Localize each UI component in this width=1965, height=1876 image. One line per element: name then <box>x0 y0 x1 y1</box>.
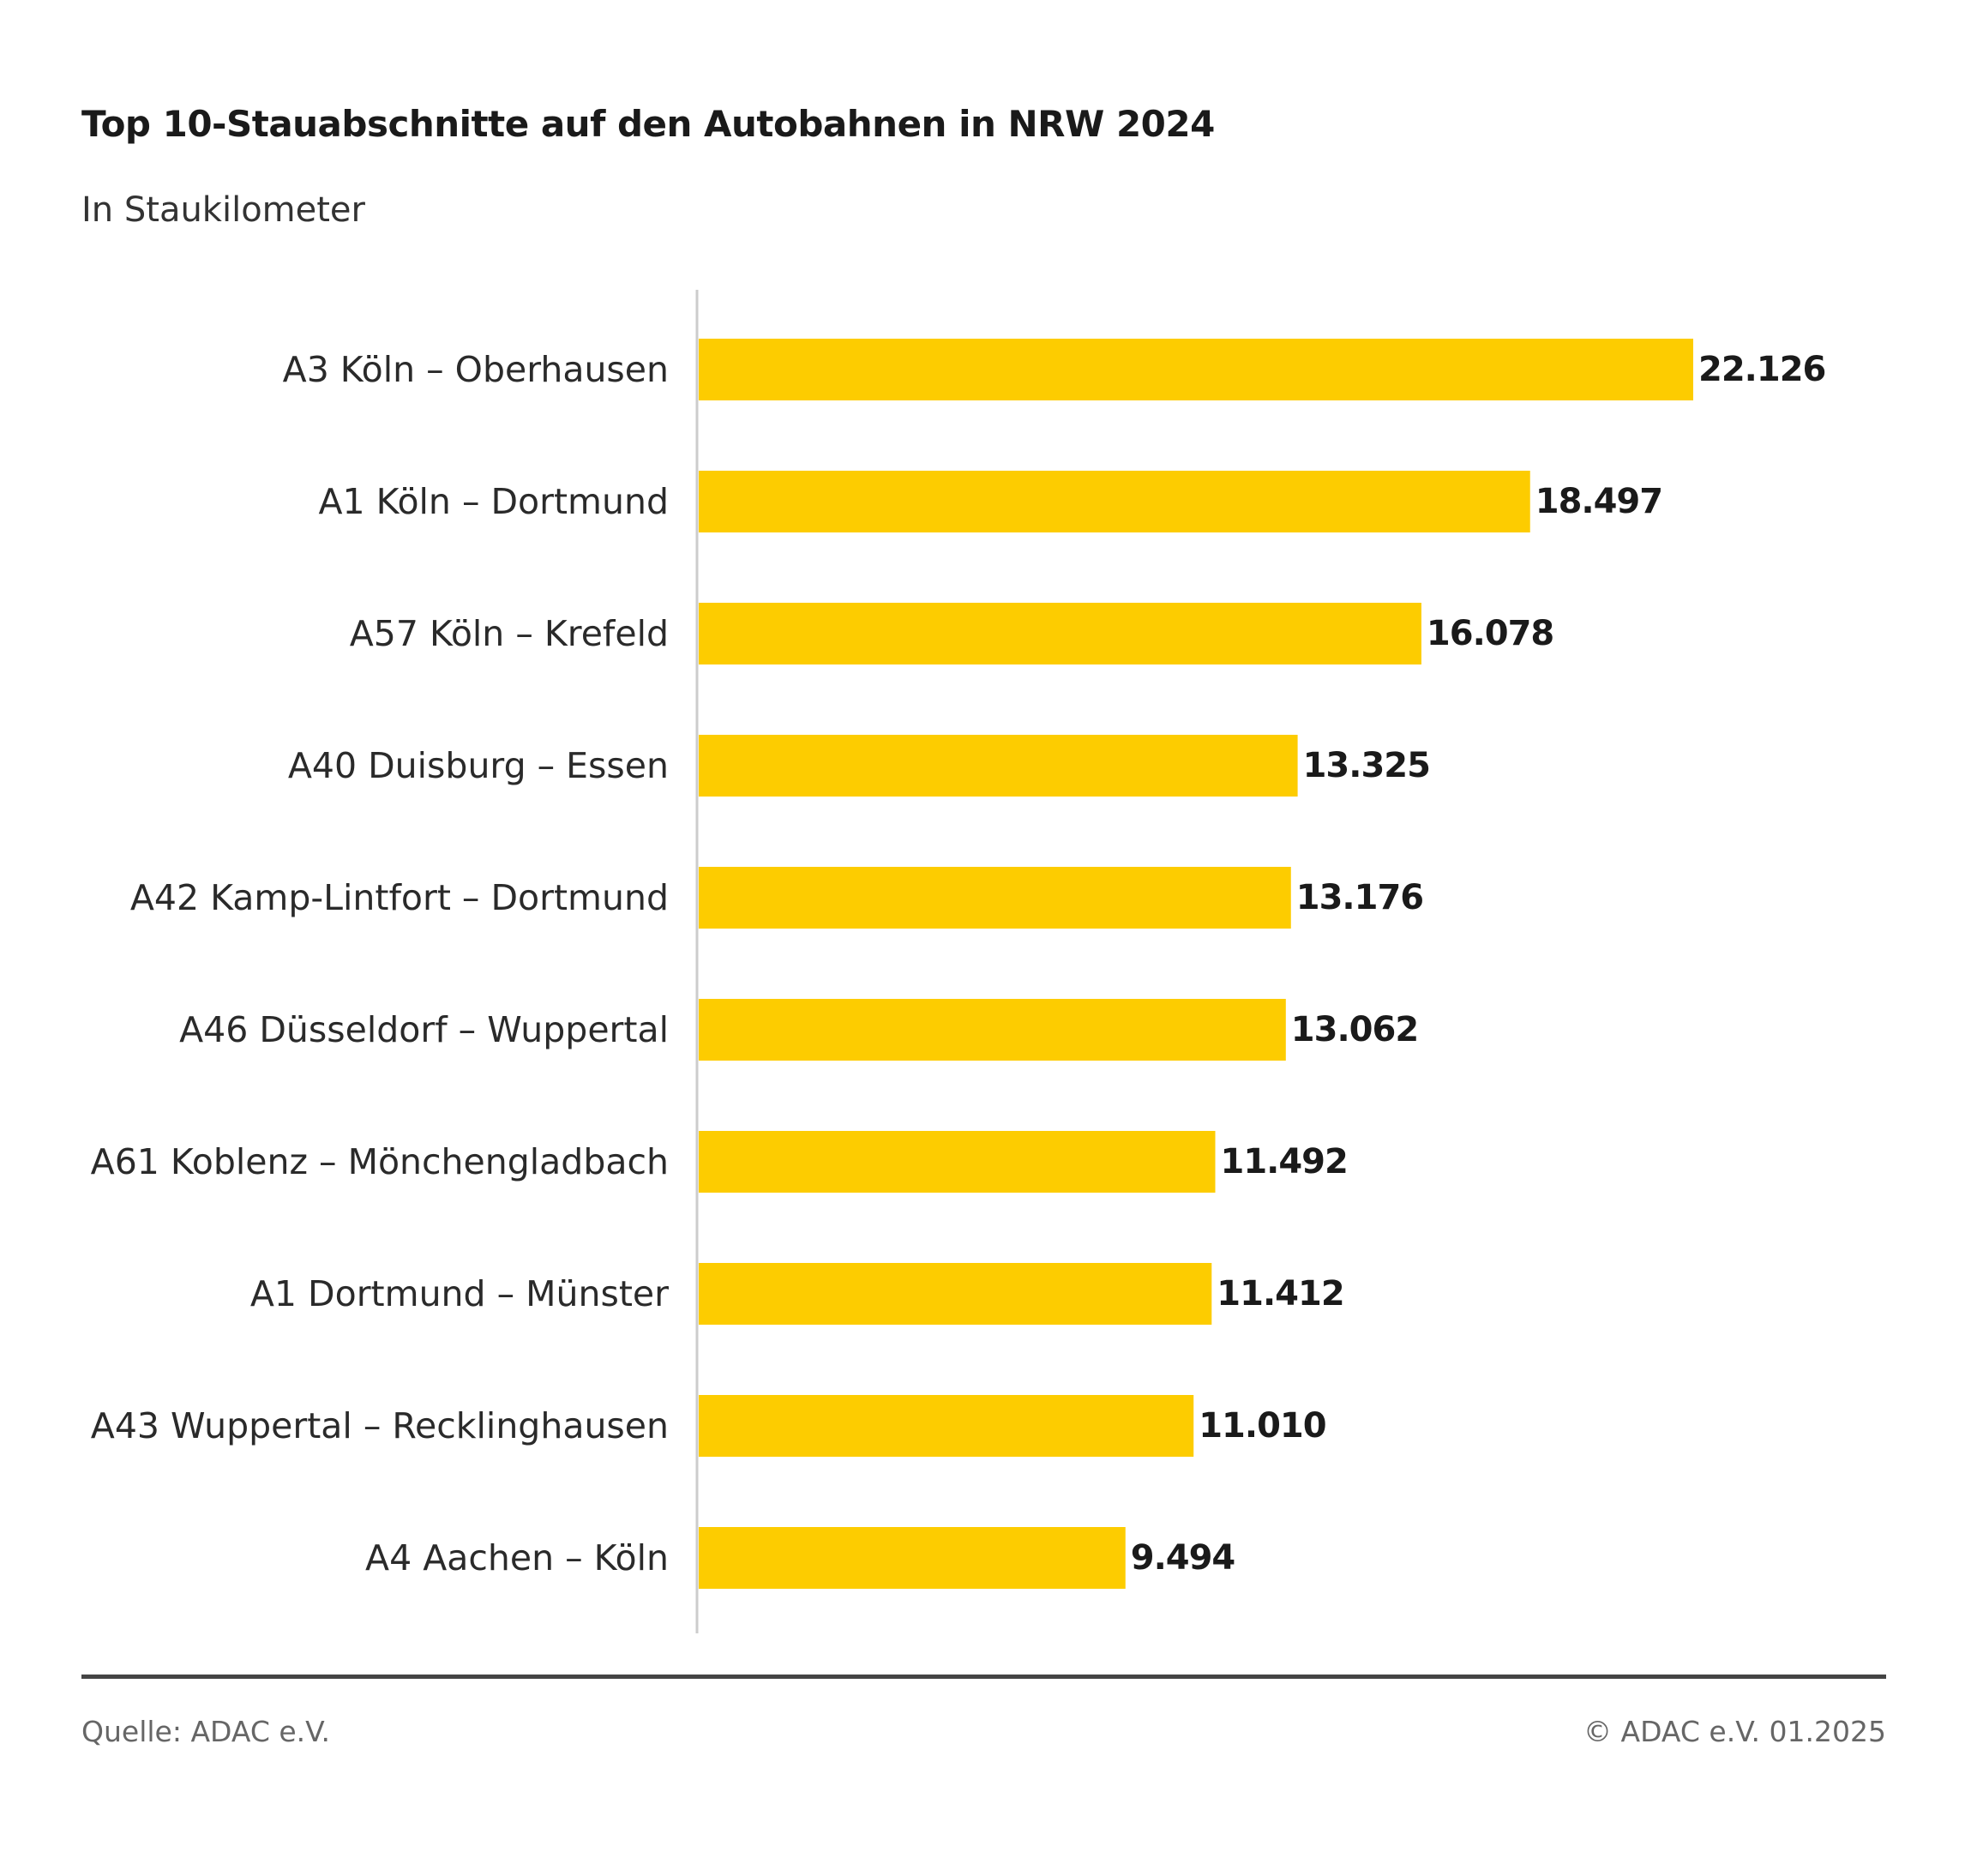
value-label-1: 22.126 <box>1698 350 1825 389</box>
category-label-4: A40 Duisburg – Essen <box>288 745 669 786</box>
category-label-1: A3 Köln – Oberhausen <box>283 349 669 390</box>
value-label-7: 11.492 <box>1220 1142 1347 1182</box>
source-note: Quelle: ADAC e.V. <box>81 1715 330 1748</box>
category-label-3: A57 Köln – Krefeld <box>350 613 669 654</box>
bar-10 <box>699 1527 1126 1589</box>
bar-6 <box>699 999 1286 1061</box>
bar-3 <box>699 603 1421 664</box>
bar-chart: A3 Köln – Oberhausen 22.126 A1 Köln – Dort… <box>91 290 1826 1633</box>
value-label-4: 13.325 <box>1303 746 1430 785</box>
value-label-9: 11.010 <box>1199 1406 1325 1446</box>
copyright-note: © ADAC e.V. 01.2025 <box>1583 1715 1886 1748</box>
chart-title: Top 10-Stauabschnitte auf den Autobahnen… <box>81 103 1215 145</box>
value-label-8: 11.412 <box>1217 1274 1343 1314</box>
bar-1 <box>699 339 1693 400</box>
bar-4 <box>699 735 1298 797</box>
bar-9 <box>699 1395 1194 1457</box>
value-label-3: 16.078 <box>1427 614 1553 653</box>
category-label-10: A4 Aachen – Köln <box>365 1537 669 1578</box>
bar-2 <box>699 471 1530 532</box>
category-label-7: A61 Koblenz – Mönchengladbach <box>91 1141 669 1182</box>
bars-group: A3 Köln – Oberhausen 22.126 A1 Köln – Dort… <box>91 339 1826 1589</box>
footer-divider <box>81 1675 1886 1679</box>
category-label-8: A1 Dortmund – Münster <box>250 1273 669 1314</box>
category-label-6: A46 Düsseldorf – Wuppertal <box>179 1009 669 1050</box>
bar-7 <box>699 1131 1216 1193</box>
value-label-5: 13.176 <box>1296 878 1423 917</box>
value-label-6: 13.062 <box>1291 1010 1418 1049</box>
value-label-2: 18.497 <box>1535 482 1662 521</box>
bar-8 <box>699 1263 1212 1325</box>
value-label-10: 9.494 <box>1131 1538 1235 1578</box>
bar-5 <box>699 867 1291 929</box>
category-label-5: A42 Kamp-Lintfort – Dortmund <box>130 877 669 918</box>
category-label-2: A1 Köln – Dortmund <box>318 481 669 522</box>
chart-subtitle: In Staukilometer <box>81 190 365 230</box>
category-label-9: A43 Wuppertal – Recklinghausen <box>91 1405 669 1446</box>
